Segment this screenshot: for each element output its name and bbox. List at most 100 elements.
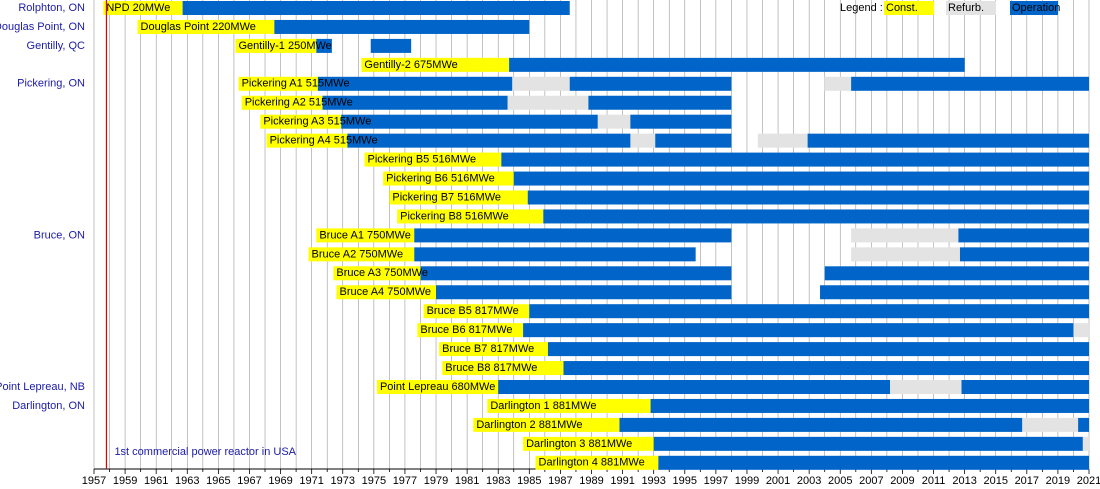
x-tick-label: 1989 bbox=[579, 475, 603, 487]
reactor-label: NPD 20MWe bbox=[106, 2, 170, 14]
phase-bar bbox=[851, 228, 959, 243]
site-label: Darlington, ON bbox=[12, 400, 85, 412]
phase-bar bbox=[442, 361, 564, 376]
phase-bar bbox=[341, 114, 598, 129]
phase-bar bbox=[235, 38, 317, 53]
phase-bar bbox=[757, 133, 808, 148]
site-label: Rolphton, ON bbox=[18, 2, 85, 14]
reactor-label: Pickering B7 516MWe bbox=[392, 191, 501, 203]
x-tick-label: 1971 bbox=[299, 475, 323, 487]
reactor-label: Bruce B7 817MWe bbox=[442, 343, 534, 355]
x-tick-label: 1999 bbox=[735, 475, 759, 487]
site-label: Bruce, ON bbox=[34, 229, 85, 241]
phase-bar bbox=[512, 76, 570, 91]
x-tick-label: 2021 bbox=[1077, 475, 1100, 487]
phase-bar bbox=[414, 247, 696, 262]
legend-label: Refurb. bbox=[948, 2, 984, 14]
phase-bar bbox=[851, 247, 960, 262]
legend-swatch bbox=[1010, 1, 1058, 15]
grid: 1957 1959 1961 1963 1965 1967 1969 1971 1973 1975… bbox=[82, 0, 1100, 487]
bars bbox=[103, 1, 1089, 470]
phase-bar bbox=[137, 19, 275, 34]
phase-bar bbox=[260, 114, 342, 129]
x-tick-label: 1969 bbox=[268, 475, 292, 487]
reactor-label: Point Lepreau 680MWe bbox=[380, 381, 495, 393]
x-tick-label: 1981 bbox=[455, 475, 479, 487]
phase-bar bbox=[439, 342, 548, 357]
x-tick-label: 2005 bbox=[828, 475, 852, 487]
x-tick-label: 1985 bbox=[517, 475, 541, 487]
phase-bar bbox=[959, 247, 1089, 262]
x-tick-label: 2011 bbox=[922, 475, 946, 487]
phase-bar bbox=[890, 380, 962, 394]
reactor-label: Pickering A1 515MWe bbox=[242, 78, 350, 90]
phase-bar bbox=[238, 76, 318, 91]
reactor-label: Gentilly-1 250MWe bbox=[238, 40, 331, 52]
phase-bar bbox=[501, 152, 1089, 167]
phase-bar bbox=[588, 95, 732, 110]
x-tick-label: 1965 bbox=[206, 475, 230, 487]
phase-bar bbox=[851, 76, 1089, 91]
phase-bar bbox=[336, 285, 437, 300]
x-tick-label: 2009 bbox=[890, 475, 914, 487]
phase-bar bbox=[182, 1, 570, 15]
reactor-label: Pickering B5 516MWe bbox=[368, 154, 477, 166]
phase-bar bbox=[824, 76, 852, 91]
legend-title: Legend : bbox=[840, 2, 883, 14]
x-tick-label: 1987 bbox=[548, 475, 572, 487]
x-tick-label: 2019 bbox=[1046, 475, 1070, 487]
x-tick-label: 1983 bbox=[486, 475, 510, 487]
phase-bar bbox=[316, 38, 332, 53]
x-tick-label: 1967 bbox=[237, 475, 261, 487]
phase-bar bbox=[529, 304, 1089, 319]
x-tick-label: 1995 bbox=[673, 475, 697, 487]
phase-bar bbox=[397, 209, 544, 224]
phase-bar bbox=[523, 436, 654, 451]
x-tick-label: 2001 bbox=[766, 475, 790, 487]
phase-bar bbox=[1082, 436, 1089, 451]
phase-bar bbox=[527, 190, 1089, 205]
phase-bar bbox=[597, 114, 631, 129]
phase-bar bbox=[316, 228, 415, 243]
x-tick-label: 2007 bbox=[859, 475, 883, 487]
phase-bar bbox=[807, 133, 1089, 148]
phase-bar bbox=[417, 323, 524, 338]
phase-bar bbox=[498, 380, 890, 394]
site-label: Point Lepreau, NB bbox=[0, 381, 85, 393]
phase-bar bbox=[414, 228, 732, 243]
x-tick-label: 1975 bbox=[362, 475, 386, 487]
phase-bar bbox=[383, 171, 514, 186]
x-tick-label: 2003 bbox=[797, 475, 821, 487]
phase-bar bbox=[535, 455, 659, 470]
phase-bar bbox=[389, 190, 528, 205]
phase-bar bbox=[655, 133, 732, 148]
labels: NPD 20MWe Rolphton, ON Douglas Point 220MW… bbox=[0, 0, 1060, 469]
x-tick-label: 2017 bbox=[1015, 475, 1039, 487]
phase-bar bbox=[653, 436, 1083, 451]
annotation-text: 1st commercial power reactor in USA bbox=[114, 446, 296, 458]
phase-bar bbox=[563, 361, 1089, 376]
reactor-label: Bruce B8 817MWe bbox=[445, 362, 537, 374]
x-tick-label: 2013 bbox=[952, 475, 976, 487]
reactor-label: Darlington 3 881MWe bbox=[526, 438, 632, 450]
phase-bar bbox=[370, 38, 412, 53]
phase-bar bbox=[543, 209, 1089, 224]
phase-bar bbox=[523, 323, 1074, 338]
reactor-label: Gentilly-2 675MWe bbox=[364, 59, 457, 71]
reactor-label: Pickering A2 515MWe bbox=[245, 97, 353, 109]
reactor-label: Darlington 4 881MWe bbox=[539, 457, 645, 469]
phase-bar bbox=[436, 285, 732, 300]
phase-bar bbox=[241, 95, 323, 110]
site-label: Pickering, ON bbox=[17, 78, 85, 90]
phase-bar bbox=[487, 398, 651, 413]
phase-bar bbox=[322, 95, 508, 110]
x-tick-label: 1963 bbox=[175, 475, 199, 487]
phase-bar bbox=[376, 380, 499, 394]
x-tick-label: 2015 bbox=[983, 475, 1007, 487]
phase-bar bbox=[658, 455, 1089, 470]
reactor-label: Pickering B6 516MWe bbox=[386, 172, 495, 184]
x-tick-label: 1991 bbox=[610, 475, 634, 487]
x-tick-label: 1993 bbox=[641, 475, 665, 487]
legend-label: Operation bbox=[1012, 2, 1060, 14]
